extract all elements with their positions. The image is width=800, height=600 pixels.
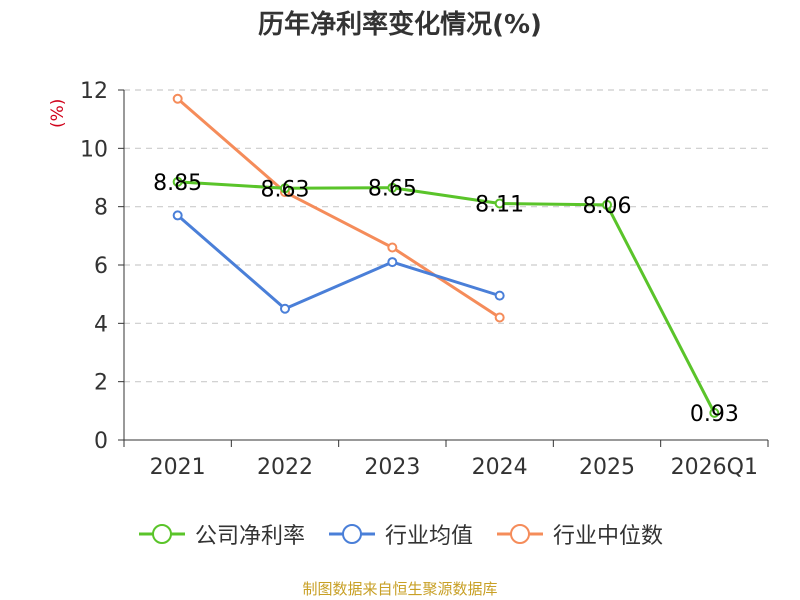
legend-item[interactable]: 公司净利率 [137,518,305,550]
x-tick-label: 2022 [257,455,313,480]
data-point [172,93,183,104]
data-point [494,198,505,209]
data-point [709,407,720,418]
data-label: 8.65 [368,177,417,202]
legend-label: 行业均值 [384,524,473,549]
chart-title: 历年净利率变化情况(%) [258,10,542,40]
data-label: 8.85 [153,171,202,196]
y-tick-label: 2 [94,371,108,396]
data-point [172,210,183,221]
data-point [387,182,398,193]
legend-swatch-icon [328,524,375,544]
legend-label: 行业中位数 [553,524,664,549]
data-label: 8.11 [475,192,524,217]
data-label: 0.93 [690,402,739,427]
data-labels: 8.85 8.63 8.65 8.11 8.06 0.93 [153,171,739,427]
x-tick-label: 2023 [364,455,420,480]
y-tick-label: 8 [94,196,108,221]
series-lines [172,93,720,418]
y-tick-label: 10 [80,137,108,162]
series-line [176,214,501,311]
grid-lines [124,89,768,383]
legend-item[interactable]: 行业均值 [327,518,473,550]
legend-swatch-icon [138,524,185,544]
data-point [494,312,505,323]
data-point [602,199,612,210]
data-point [280,183,290,194]
legend-swatch-icon [497,524,543,544]
data-label: 8.06 [583,194,632,219]
data-point [280,303,290,314]
y-tick-label: 4 [94,312,108,337]
y-tick-label: 6 [94,254,108,279]
source-note: 制图数据来自恒生聚源数据库 [302,580,498,598]
legend-label: 公司净利率 [194,524,305,549]
data-point [387,242,398,253]
y-tick-label: 12 [80,79,108,104]
x-tick-label: 2025 [579,455,635,480]
axes: 0 2 4 6 8 10 12 2021 2022 2023 2024 2025 2026Q1 [80,79,769,480]
x-tick-label: 2024 [472,455,528,480]
data-point [494,290,505,301]
x-tick-label: 2026Q1 [671,455,758,480]
series-line [177,180,716,414]
legend-item[interactable]: 行业中位数 [495,518,663,550]
data-point [172,176,183,187]
data-point [387,257,398,268]
data-label: 8.63 [261,177,310,202]
legend: 公司净利率 行业均值 行业中位数 [0,518,800,550]
y-tick-label: 0 [94,429,108,454]
series-line [176,97,501,319]
x-tick-label: 2021 [150,455,206,480]
